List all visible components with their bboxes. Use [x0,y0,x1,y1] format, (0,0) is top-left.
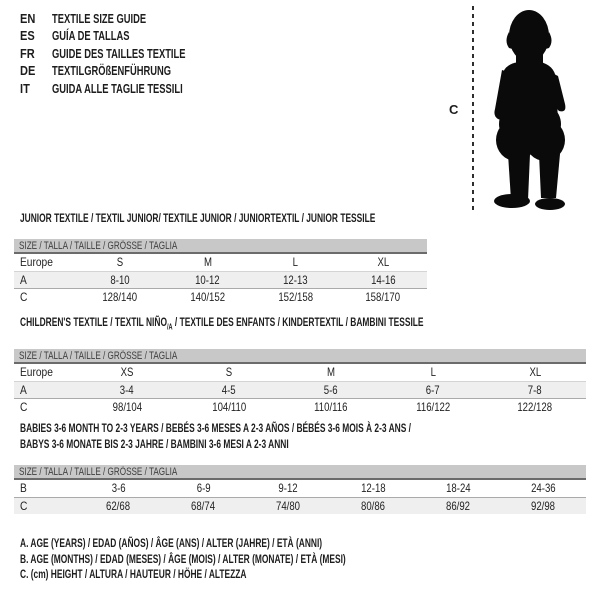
table-cell: 110/116 [314,400,348,414]
table-cell: 152/158 [278,290,313,304]
table-cell: 6-7 [426,383,440,397]
table-cell: 116/122 [416,400,450,414]
height-measure-dashed-line [472,6,474,213]
table-cell: 10-12 [195,273,220,287]
table-row-height: C 62/68 68/74 74/80 80/86 86/92 92/98 [14,497,586,514]
language-row: DE TEXTILGRÖßENFÜHRUNG [20,62,237,79]
table-cell: 92/98 [531,499,556,513]
table-cell: XS [120,365,134,379]
table-row-height: C 98/104 104/110 110/116 116/122 122/128 [14,398,586,415]
table-cell: 122/128 [517,400,553,414]
table-row-europe: Europe S M L XL [14,254,427,271]
junior-table-title: JUNIOR TEXTILE / TEXTIL JUNIOR/ TEXTILE … [20,211,376,225]
row-label: A [20,383,27,397]
table-cell: 68/74 [191,499,216,513]
table-cell: S [225,365,233,379]
language-label: TEXTILGRÖßENFÜHRUNG [52,63,172,79]
table-cell: M [327,365,335,379]
table-row-age: A 3-4 4-5 5-6 6-7 7-8 [14,381,586,398]
table-cell: 5-6 [324,383,338,397]
language-row: IT GUIDA ALLE TAGLIE TESSILI [20,80,237,97]
legend-line-c: C. (cm) HEIGHT / ALTURA / HAUTEUR / HÖHE… [20,567,247,582]
row-label: Europe [20,365,53,379]
language-row: EN TEXTILE SIZE GUIDE [20,10,237,27]
language-code: ES [20,28,35,44]
table-cell: 14-16 [370,273,396,287]
table-cell: 86/92 [446,499,471,513]
table-cell: 12-13 [283,273,308,287]
table-cell: XL [377,255,389,269]
table-cell: 98/104 [112,400,142,414]
children-size-table: SIZE / TALLA / TAILLE / GRÖSSE / TAGLIA … [14,349,586,415]
table-cell: 74/80 [276,499,301,513]
table-cell: 62/68 [106,499,131,513]
legend-line-a: A. AGE (YEARS) / EDAD (AÑOS) / ÂGE (ANS)… [20,536,323,550]
size-header-bar: SIZE / TALLA / TAILLE / GRÖSSE / TAGLIA [14,349,586,364]
table-cell: L [292,255,299,269]
table-cell: 7-8 [528,383,542,397]
language-guide-block: EN TEXTILE SIZE GUIDE ES GUÍA DE TALLAS … [20,10,237,97]
language-code: IT [20,80,30,96]
row-label: C [20,499,28,513]
table-cell: 12-18 [361,481,386,495]
table-cell: 158/170 [365,290,401,304]
language-label: TEXTILE SIZE GUIDE [52,11,147,26]
toddler-silhouette-icon [494,10,566,210]
table-cell: 140/152 [190,290,225,304]
language-code: EN [20,11,36,26]
language-code: FR [20,45,35,61]
height-measure-label: C [449,102,459,117]
table-cell: 4-5 [222,383,236,397]
table-cell: S [116,255,124,269]
table-cell: M [203,255,212,269]
table-cell: 128/140 [102,290,138,304]
table-row-age: A 8-10 10-12 12-13 14-16 [14,271,427,288]
babies-table-title: BABIES 3-6 MONTH TO 2-3 YEARS / BEBÉS 3-… [20,421,412,451]
table-cell: 3-6 [111,481,126,495]
language-label: GUIDE DES TAILLES TEXTILE [52,45,186,61]
row-label: A [20,273,27,287]
table-row-age-months: B 3-6 6-9 9-12 12-18 18-24 24-36 [14,480,586,497]
table-row-europe: Europe XS S M L XL [14,364,586,381]
table-row-height: C 128/140 140/152 152/158 158/170 [14,288,427,305]
table-cell: XL [529,365,541,379]
language-label: GUÍA DE TALLAS [52,28,130,44]
language-label: GUIDA ALLE TAGLIE TESSILI [52,80,183,96]
size-header-bar: SIZE / TALLA / TAILLE / GRÖSSE / TAGLIA [14,465,586,480]
table-cell: L [430,365,436,379]
table-cell: 9-12 [278,481,299,495]
row-label: C [20,400,28,414]
junior-size-table: SIZE / TALLA / TAILLE / GRÖSSE / TAGLIA … [14,239,427,305]
language-row: FR GUIDE DES TAILLES TEXTILE [20,45,237,62]
table-cell: 80/86 [361,499,386,513]
children-table-title: CHILDREN'S TEXTILE / TEXTIL NIÑO/A / TEX… [20,315,424,332]
table-cell: 104/110 [212,400,246,414]
row-label: C [20,290,28,304]
measure-legend: A. AGE (YEARS) / EDAD (AÑOS) / ÂGE (ANS)… [20,536,485,583]
title-subscript: /A [166,322,173,332]
row-label: Europe [20,255,53,269]
table-cell: 3-4 [120,383,134,397]
table-cell: 6-9 [196,481,211,495]
size-header-bar: SIZE / TALLA / TAILLE / GRÖSSE / TAGLIA [14,239,427,254]
babies-size-table: SIZE / TALLA / TAILLE / GRÖSSE / TAGLIA … [14,465,586,514]
legend-line-b: B. AGE (MONTHS) / EDAD (MESES) / ÂGE (MO… [20,551,346,566]
table-cell: 18-24 [446,481,471,495]
row-label: B [20,481,27,495]
language-code: DE [20,63,36,79]
table-cell: 24-36 [531,481,556,495]
table-cell: 8-10 [110,273,130,287]
language-row: ES GUÍA DE TALLAS [20,27,237,44]
